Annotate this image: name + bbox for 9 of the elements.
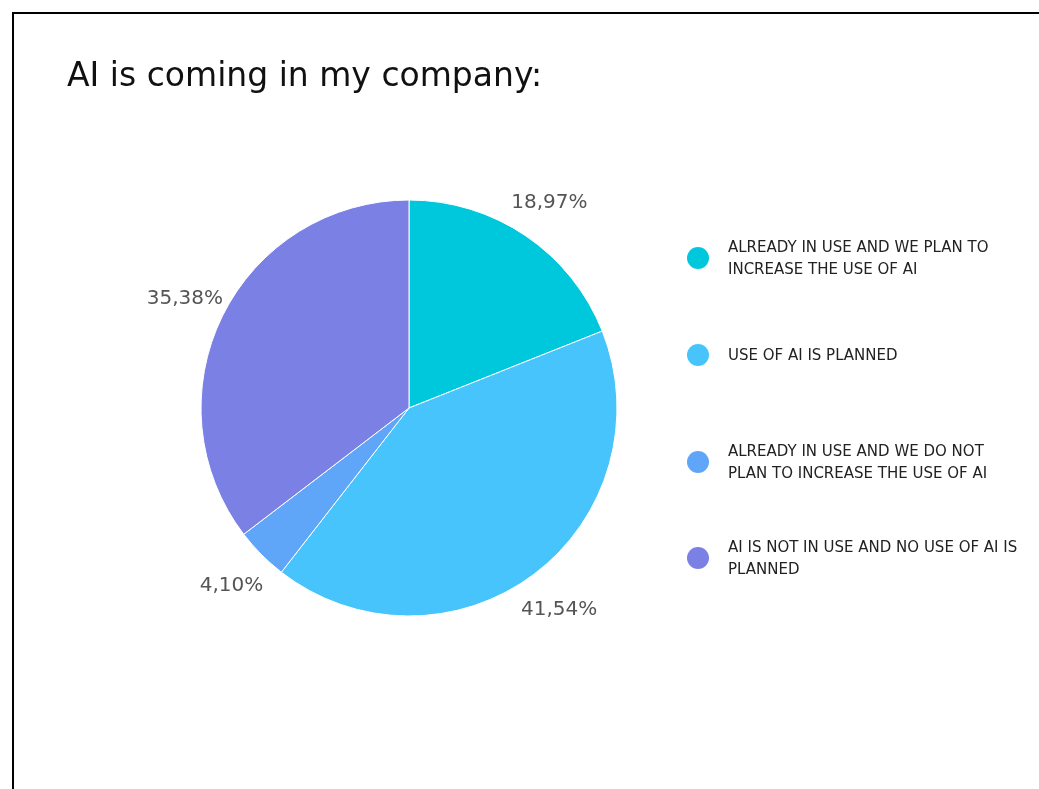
- data-label: 41,54%: [521, 595, 598, 620]
- data-label: 35,38%: [146, 285, 224, 310]
- legend-label: ALREADY IN USE AND WE PLAN TO INCREASE THE USE OF AI: [728, 238, 989, 278]
- legend-label: USE OF AI IS PLANNED: [728, 346, 898, 364]
- legend-label: AI IS NOT IN USE AND NO USE OF AI IS PLANNED: [728, 538, 1018, 578]
- legend-label: ALREADY IN USE AND WE DO NOT PLAN TO INCREASE THE USE OF AI: [728, 442, 988, 482]
- data-label: 18,97%: [511, 189, 588, 214]
- data-label: 4,10%: [199, 572, 264, 597]
- chart-title: AI is coming in my company:: [67, 55, 543, 94]
